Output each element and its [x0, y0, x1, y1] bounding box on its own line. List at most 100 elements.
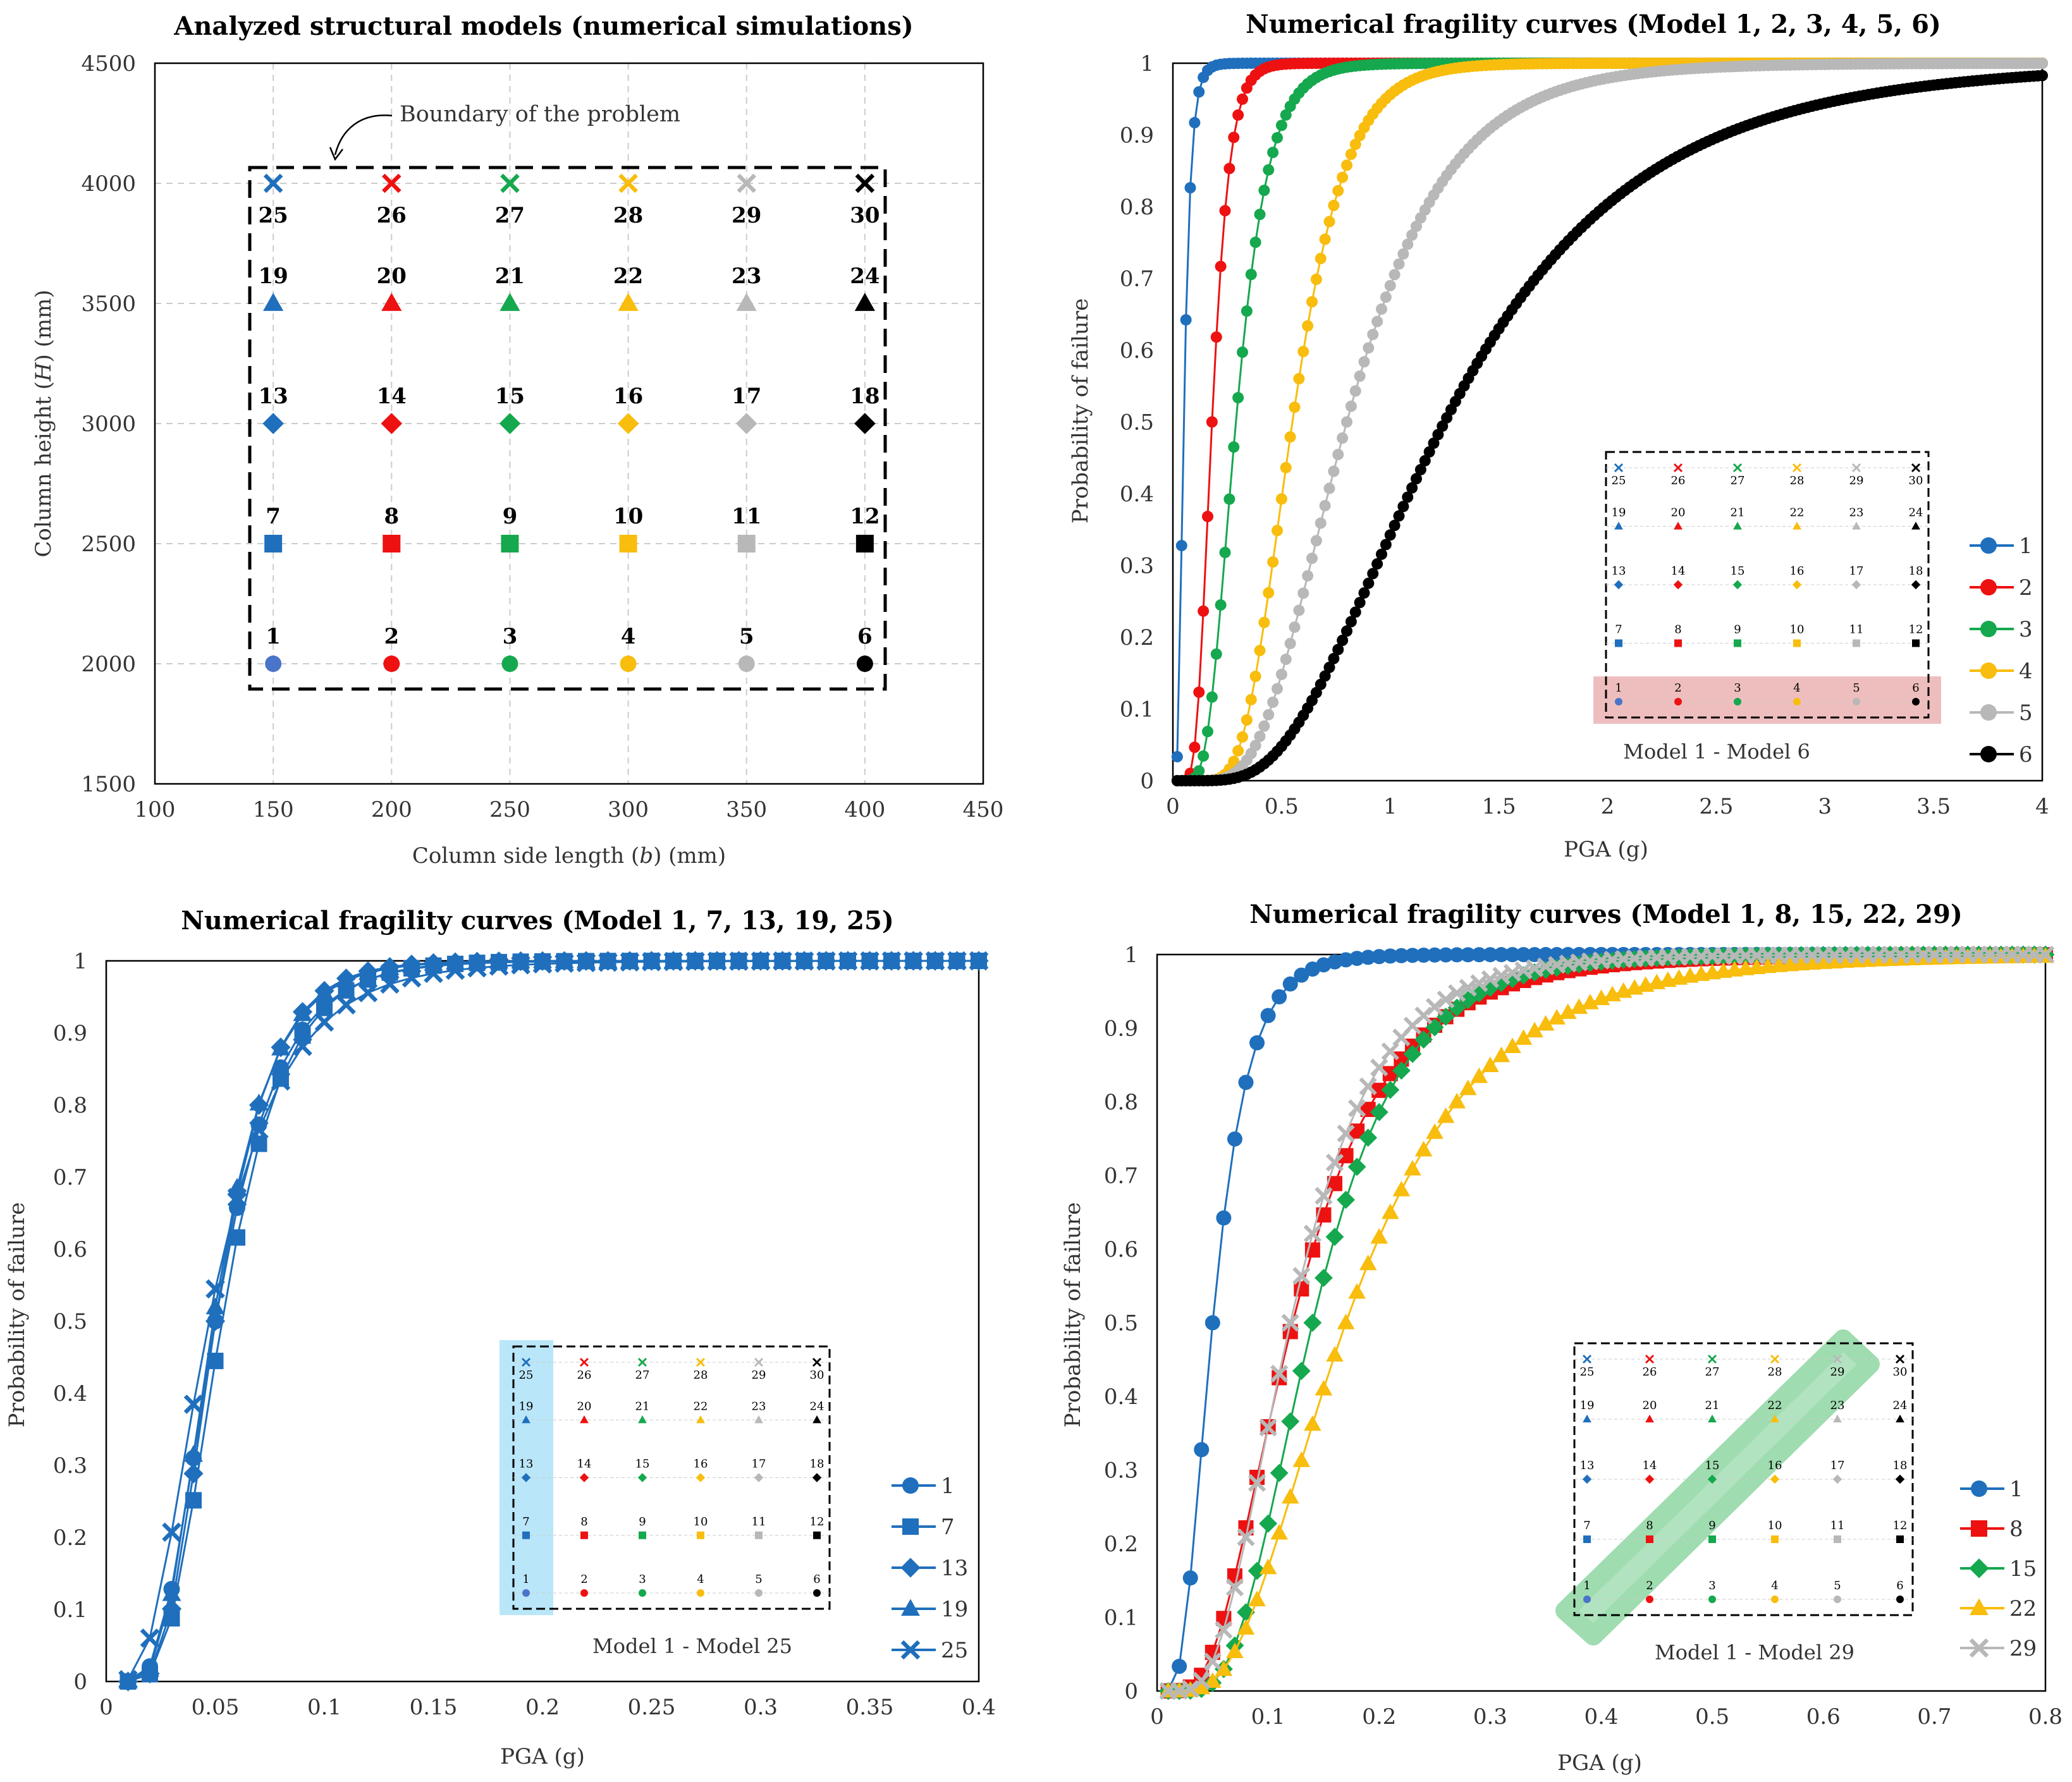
legend-label: 15 [2009, 1556, 2037, 1582]
fragility-data-point [271, 1038, 290, 1056]
fragility-data-point [925, 951, 945, 971]
panel-a-x-axis-label: Column side length (b) (mm) [412, 843, 726, 869]
fragility-data-point [140, 1659, 159, 1677]
x-tick-label: 0.7 [1917, 1704, 1951, 1730]
inset-model-label: 25 [1580, 1365, 1595, 1379]
fragility-data-point [1482, 947, 1498, 963]
fragility-curve-line [1177, 62, 2042, 782]
fragility-data-point [1192, 1671, 1211, 1690]
fragility-data-point [1332, 449, 1344, 461]
y-tick-label: 0.8 [53, 1093, 87, 1118]
x-tick-label: 2 [1601, 794, 1615, 819]
x-tick-label: 0.2 [1362, 1704, 1396, 1730]
y-tick-label: 0.7 [1120, 267, 1154, 292]
x-tick-label: 0.1 [1251, 1704, 1285, 1730]
inset-model-label: 16 [694, 1458, 708, 1471]
fragility-data-point [1349, 606, 1361, 618]
fragility-data-point [1337, 1124, 1355, 1143]
inset-model-label: 9 [1708, 1519, 1715, 1532]
inset-model-label: 5 [755, 1573, 762, 1586]
fragility-data-point [445, 960, 465, 980]
model-marker [501, 656, 518, 672]
y-tick-label: 0 [1140, 769, 1154, 794]
fragility-data-point [1272, 989, 1287, 1004]
fragility-data-point [1323, 482, 1335, 494]
fragility-data-point [1392, 1061, 1411, 1080]
fragility-data-point [1448, 984, 1466, 1003]
fragility-data-point [1341, 625, 1352, 637]
panel-b-y-ticks: 0 0.1 0.2 0.3 0.4 0.5 0.6 0.7 0.8 0.9 1 [1120, 51, 1154, 794]
panel-d-inset-caption: Model 1 - Model 29 [1655, 1640, 1854, 1664]
fragility-data-point [1348, 1099, 1366, 1118]
y-tick-label: 0.4 [1104, 1384, 1138, 1410]
x-tick-label: 0.15 [410, 1695, 458, 1720]
fragility-data-point [1223, 162, 1235, 174]
panel-a-y-axis-label: Column height (H) (mm) [31, 290, 56, 557]
legend-swatch-marker [1969, 1558, 1989, 1578]
fragility-data-point [205, 1297, 225, 1315]
inset-model-label: 14 [577, 1458, 592, 1471]
model-marker [620, 656, 637, 672]
inset-model-label: 10 [1768, 1519, 1782, 1532]
fragility-data-point [1393, 258, 1405, 270]
inset-model-label: 26 [577, 1369, 592, 1382]
panel-d-inset-highlight [1555, 1329, 1880, 1645]
fragility-data-point [1302, 570, 1314, 582]
inset-model-marker [1771, 1596, 1779, 1603]
inset-model-marker [697, 1589, 704, 1597]
fragility-data-point [1193, 687, 1205, 699]
fragility-data-point [1447, 998, 1466, 1017]
inset-model-label: 24 [1909, 506, 1923, 520]
fragility-data-point [1360, 949, 1376, 965]
model-marker [383, 535, 401, 552]
inset-model-label: 20 [577, 1400, 592, 1413]
fragility-data-point [1403, 1044, 1422, 1063]
fragility-data-point [1380, 539, 1392, 551]
fragility-data-point [1267, 556, 1279, 568]
model-number-label: 7 [266, 504, 281, 529]
inset-model-marker [812, 1357, 822, 1367]
inset-model-label: 12 [1909, 623, 1923, 637]
fragility-data-point [1367, 568, 1379, 580]
fragility-data-point [1470, 974, 1488, 992]
fragility-data-point [751, 951, 771, 971]
fragility-data-point [489, 951, 508, 969]
model-marker [265, 656, 282, 672]
fragility-data-point [1171, 751, 1183, 763]
fragility-data-point [1349, 951, 1365, 967]
legend-label: 13 [941, 1556, 968, 1581]
legend-swatch-marker [1980, 704, 1997, 721]
fragility-data-point [1516, 947, 1531, 963]
fragility-data-point [380, 958, 400, 975]
fragility-data-point [1349, 138, 1361, 150]
inset-model-marker [521, 1357, 531, 1367]
x-tick-label: 150 [253, 797, 294, 822]
inset-model-label: 3 [1708, 1579, 1715, 1592]
panel-c-title: Numerical fragility curves (Model 1, 7, … [181, 906, 894, 936]
fragility-data-point [1341, 416, 1352, 428]
x-tick-label: 0.05 [192, 1695, 240, 1720]
fragility-data-point [1259, 1514, 1278, 1533]
fragility-data-point [1425, 998, 1444, 1016]
legend-label: 7 [941, 1515, 955, 1540]
fragility-data-point [576, 953, 596, 973]
model-marker [855, 173, 875, 193]
fragility-data-point [1481, 1056, 1499, 1072]
fragility-data-point [1194, 1442, 1210, 1458]
fragility-data-point [532, 954, 553, 974]
x-tick-label: 0.1 [307, 1695, 341, 1720]
fragility-data-point [1272, 525, 1283, 537]
fragility-data-point [1210, 648, 1222, 660]
inset-model-label: 7 [1583, 1519, 1590, 1532]
fragility-data-point [1249, 740, 1261, 752]
fragility-data-point [1275, 119, 1287, 131]
inset-model-marker [1583, 1414, 1591, 1423]
fragility-data-point [1284, 637, 1296, 649]
inset-model-label: 26 [1643, 1365, 1657, 1379]
inset-model-label: 25 [519, 1369, 534, 1382]
fragility-data-point [1198, 750, 1210, 762]
panel-d-y-axis-label: Probability of failure [1060, 1202, 1086, 1427]
model-number-label: 2 [384, 624, 399, 649]
fragility-data-point [1380, 291, 1392, 303]
fragility-curve-line [1177, 62, 2043, 782]
